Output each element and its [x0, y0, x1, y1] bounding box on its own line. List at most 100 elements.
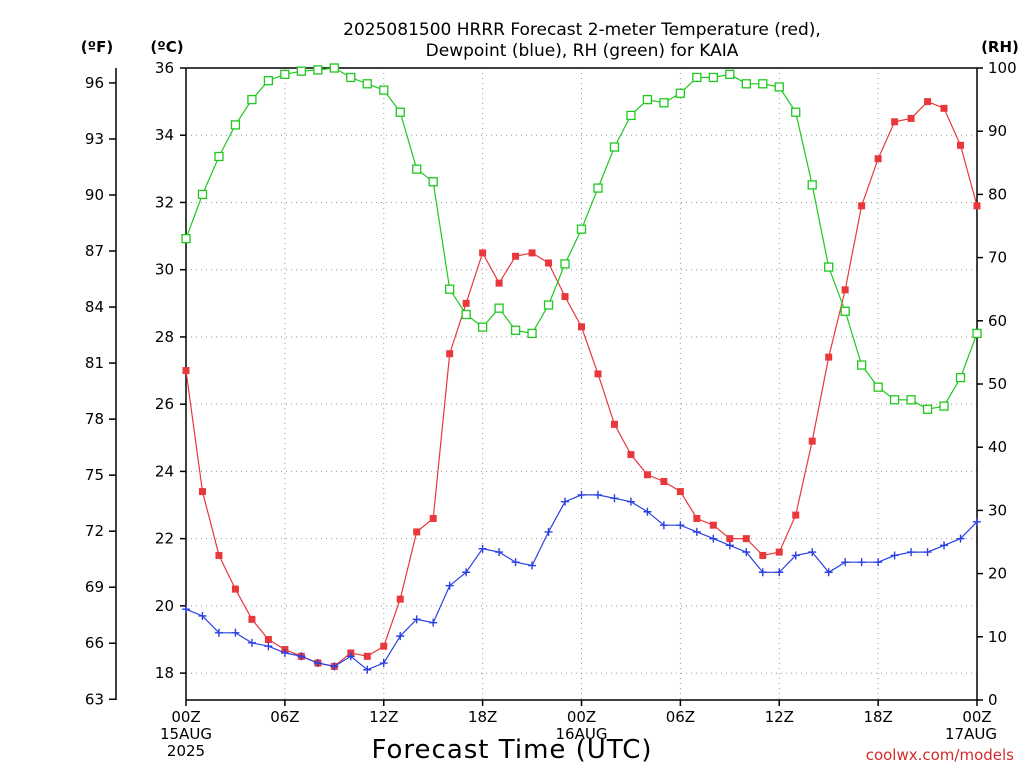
rh-point — [955, 373, 966, 383]
dewpoint-point — [264, 642, 273, 651]
temperature-point — [792, 511, 800, 519]
dewpoint-point — [709, 534, 718, 543]
rh-point — [725, 69, 735, 79]
rh-tick-label: 40 — [988, 438, 1007, 456]
dewpoint-point — [973, 517, 981, 526]
data-series — [181, 63, 982, 674]
rh-point — [593, 183, 603, 193]
dewpoint-point — [907, 548, 916, 557]
dewpoint-point — [874, 558, 883, 567]
dewpoint-point — [198, 611, 207, 620]
x-tick-label: 06Z — [270, 708, 299, 726]
rh-point — [461, 309, 471, 320]
temperature-point — [973, 202, 981, 210]
temperature-point — [182, 367, 190, 375]
rh-point — [346, 72, 356, 83]
dewpoint-point — [725, 541, 734, 550]
dewpoint-point — [692, 527, 701, 536]
rh-point — [856, 360, 867, 370]
rh-point — [214, 151, 224, 162]
x-tick-label: 00Z — [171, 708, 200, 726]
x-tick-label: 00Z — [962, 708, 991, 726]
unit-label-rh: (RH) — [981, 38, 1019, 56]
temperature-point — [528, 249, 536, 257]
dewpoint-point — [923, 548, 932, 557]
rh-point — [510, 325, 521, 335]
x-tick-label: 12Z — [765, 708, 794, 726]
temperature-point — [693, 514, 701, 522]
dewpoint-point — [659, 521, 668, 530]
x-tick-date: 17AUG — [945, 725, 997, 743]
temperature-point — [709, 521, 717, 529]
temperature-point — [742, 535, 750, 543]
fahrenheit-tick-label: 72 — [85, 522, 104, 540]
dewpoint-point — [593, 490, 602, 499]
rh-point — [708, 72, 718, 83]
fahrenheit-tick-label: 96 — [85, 74, 104, 92]
rh-point — [280, 69, 290, 79]
temperature-point — [429, 514, 437, 522]
temperature-point — [363, 652, 371, 660]
rh-point — [873, 382, 883, 392]
grid-lines — [186, 68, 977, 700]
rh-point — [807, 180, 817, 190]
rh-point — [642, 94, 653, 105]
x-tick-year: 2025 — [167, 742, 205, 760]
dewpoint-point — [412, 615, 421, 624]
chart-title-line2: Dewpoint (blue), RH (green) for KAIA — [426, 41, 739, 61]
rh-point — [263, 75, 274, 86]
rh-tick-label: 100 — [988, 59, 1017, 77]
tick-labels: 63 66 69 72 75 78 81 84 87 90 93 96 18 20 22 24 26 28 30 32… — [85, 59, 1017, 760]
fahrenheit-tick-label: 84 — [85, 298, 104, 316]
temperature-point — [578, 323, 585, 331]
dewpoint-point — [775, 568, 784, 577]
rh-point — [675, 88, 686, 98]
rh-point — [840, 306, 850, 316]
credit-link[interactable]: coolwx.com/models — [866, 746, 1014, 764]
unit-label-fahrenheit: (ºF) — [81, 38, 113, 56]
rh-point — [181, 233, 191, 244]
temperature-point — [264, 635, 272, 643]
temperature-point — [446, 350, 454, 358]
rh-point — [445, 284, 455, 294]
rh-point — [247, 94, 257, 105]
x-tick-label: 00Z — [567, 708, 596, 726]
rh-point — [659, 98, 669, 108]
dewpoint-point — [824, 568, 833, 577]
rh-point — [758, 79, 768, 89]
rh-tick-label: 30 — [988, 501, 1007, 519]
axes — [109, 67, 983, 706]
dewpoint-point — [643, 507, 652, 516]
dewpoint-point — [626, 497, 635, 506]
temperature-point — [825, 353, 833, 361]
rh-point — [543, 300, 554, 310]
dewpoint-point — [214, 628, 223, 637]
rh-tick-label: 90 — [988, 122, 1007, 140]
dewpoint-point — [511, 558, 520, 567]
x-axis-title: Forecast Time (UTC) — [371, 735, 652, 765]
rh-point — [477, 322, 488, 332]
dewpoint-point — [379, 659, 388, 668]
rh-point — [230, 120, 241, 130]
fahrenheit-tick-label: 87 — [85, 242, 104, 260]
dewpoint-point — [544, 527, 553, 536]
temperature-point — [808, 437, 816, 445]
temperature-point — [396, 595, 404, 603]
dewpoint-point — [182, 605, 190, 614]
temperature-point — [231, 585, 239, 593]
celsius-tick-label: 22 — [155, 530, 174, 548]
dewpoint-point — [742, 548, 751, 557]
dewpoint-point — [956, 534, 965, 543]
x-tick-label: 18Z — [863, 708, 892, 726]
dewpoint-point — [808, 548, 817, 557]
rh-point — [609, 142, 620, 152]
rh-point — [626, 110, 636, 121]
rh-tick-label: 10 — [988, 628, 1007, 646]
rh-tick-label: 70 — [988, 249, 1007, 267]
dewpoint-point — [495, 548, 504, 557]
dewpoint-point — [462, 568, 471, 577]
celsius-tick-label: 18 — [155, 664, 174, 682]
celsius-tick-label: 34 — [155, 126, 174, 144]
temperature-point — [462, 299, 470, 307]
rh-point — [560, 259, 570, 269]
